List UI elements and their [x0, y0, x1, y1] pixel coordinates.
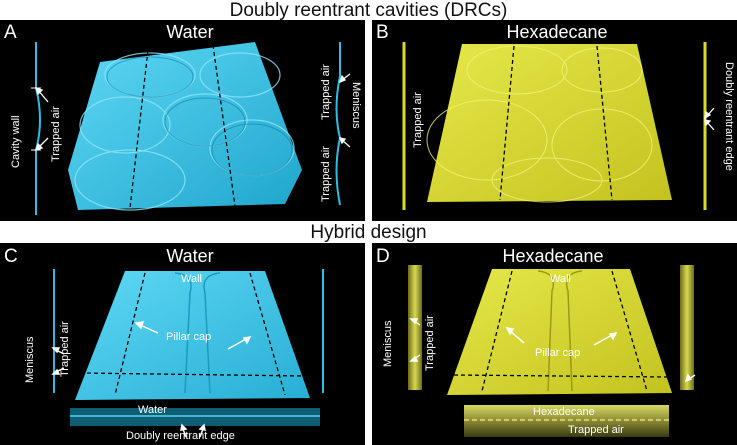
panel-letter-d: D — [376, 246, 390, 267]
label-trapped-air-c: Trapped air — [59, 321, 71, 377]
panel-b: B Hexadecane Trapped air Doubly reentran… — [372, 20, 737, 221]
panel-b-image — [402, 42, 715, 210]
profile-left-a — [35, 42, 41, 215]
surface-c — [75, 271, 310, 400]
label-trapped-air-d-bottom: Trapped air — [568, 424, 624, 436]
panel-letter-c: C — [4, 246, 18, 267]
surface-b — [427, 44, 672, 202]
panel-letter-a: A — [4, 22, 17, 43]
panel-d-image — [408, 265, 696, 437]
panel-a-title: Water — [166, 22, 214, 42]
label-hexadecane-d: Hexadecane — [533, 406, 595, 418]
panel-d-title: Hexadecane — [502, 246, 604, 266]
label-trapped-air-a-right-bottom: Trapped air — [320, 146, 332, 202]
label-cavity-wall: Cavity wall — [10, 115, 22, 168]
profile-left-d — [408, 265, 422, 390]
panel-d: D Hexadecane Wall Pillar cap Meniscus Tr… — [372, 243, 737, 445]
bottom-profile-d — [464, 405, 669, 437]
label-wall-d: Wall — [550, 273, 571, 285]
panel-c-image — [51, 269, 324, 438]
section-title-hybrid: Hybrid design — [310, 222, 427, 243]
section-title-drcs: Doubly reentrant cavities (DRCs) — [229, 0, 508, 21]
panel-a-image — [31, 42, 351, 215]
profile-right-a — [335, 42, 342, 206]
label-meniscus-c: Meniscus — [24, 336, 36, 383]
panel-a: A Water Cavity wall Trapped air Trapped … — [0, 20, 365, 221]
panel-c: C Water Wall Pillar cap Meniscus Trapped… — [0, 243, 365, 445]
surface-d — [447, 269, 672, 395]
bottom-profile-c — [70, 408, 320, 426]
label-trapped-air-a-right-top: Trapped air — [320, 64, 332, 120]
label-trapped-air-a: Trapped air — [50, 106, 62, 162]
panel-letter-b: B — [376, 22, 389, 43]
surface-a — [68, 42, 302, 210]
label-meniscus-d: Meniscus — [382, 320, 394, 367]
label-water-c: Water — [138, 404, 167, 416]
label-trapped-air-b: Trapped air — [412, 92, 424, 148]
panel-c-title: Water — [166, 246, 214, 266]
profile-right-d — [680, 265, 694, 390]
label-meniscus-a: Meniscus — [350, 82, 362, 129]
label-pillar-cap-c: Pillar cap — [166, 331, 212, 343]
label-wall-c: Wall — [181, 273, 202, 285]
label-pillar-cap-d: Pillar cap — [535, 347, 581, 359]
label-trapped-air-d: Trapped air — [424, 315, 436, 371]
panel-b-title: Hexadecane — [506, 22, 608, 42]
label-doubly-reentrant-edge-b: Doubly reentrant edge — [723, 62, 735, 171]
label-doubly-reentrant-edge-c: Doubly reentrant edge — [126, 430, 235, 442]
